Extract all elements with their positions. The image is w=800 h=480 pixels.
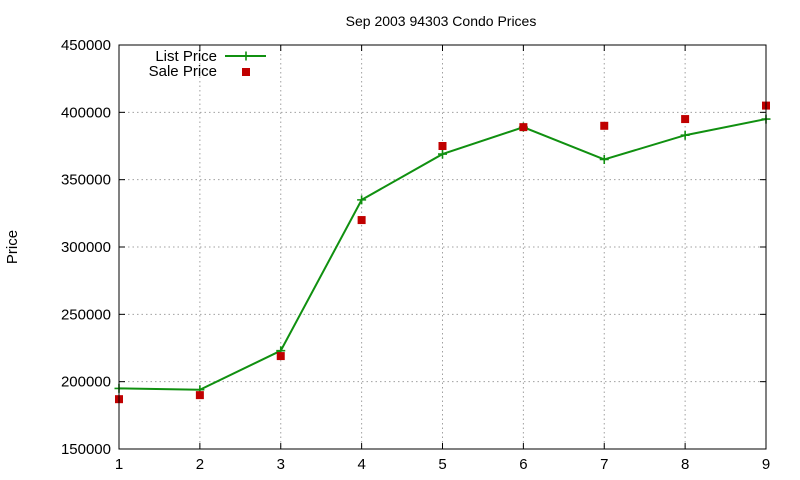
- sale-price-point: [438, 142, 447, 150]
- plot-border: [118, 44, 767, 450]
- sale-price-point: [195, 391, 204, 400]
- legend-marker-sale-price: [242, 68, 250, 76]
- axis-ticks: 150000 200000 250000 300000 350000 400000 4500…: [61, 37, 770, 473]
- legend-marker-list-price: [241, 51, 251, 61]
- y-tick-label: 400000: [61, 104, 111, 121]
- y-axis-label: Price: [4, 230, 21, 264]
- x-tick-label: 8: [681, 456, 689, 473]
- x-tick-label: 3: [277, 456, 285, 473]
- y-tick-label: 350000: [61, 172, 111, 189]
- sale-price-point: [357, 216, 366, 225]
- legend: List Price Sale Price: [149, 48, 266, 80]
- x-tick-label: 9: [762, 456, 770, 473]
- y-tick-label: 300000: [61, 239, 111, 256]
- list-price-point: [357, 195, 367, 205]
- x-tick-label: 2: [196, 456, 204, 473]
- chart-title: Sep 2003 94303 Condo Prices: [346, 13, 537, 29]
- x-tick-label: 5: [438, 456, 446, 473]
- y-tick-label: 150000: [61, 441, 111, 458]
- y-tick-label: 200000: [61, 374, 111, 391]
- sale-price-point: [276, 352, 285, 361]
- y-tick-label: 250000: [61, 306, 111, 323]
- list-price-point: [599, 154, 609, 164]
- legend-label-list-price: List Price: [155, 48, 217, 65]
- x-tick-label: 7: [600, 456, 608, 473]
- sale-price-point: [519, 123, 528, 132]
- sale-price-point: [681, 115, 690, 124]
- x-tick-label: 1: [115, 456, 123, 473]
- x-tick-label: 6: [519, 456, 527, 473]
- list-price-point: [438, 149, 447, 159]
- x-tick-label: 4: [357, 456, 365, 473]
- list-price-point: [680, 130, 690, 140]
- series-line-list-price: [118, 118, 767, 391]
- sale-price-point: [600, 121, 609, 130]
- y-tick-label: 450000: [61, 37, 111, 54]
- legend-label-sale-price: Sale Price: [149, 63, 217, 80]
- gridlines: [119, 45, 766, 449]
